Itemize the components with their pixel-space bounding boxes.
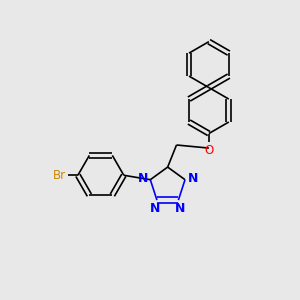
Text: N: N [150, 202, 161, 214]
Text: N: N [138, 172, 148, 185]
Text: N: N [188, 172, 198, 185]
Text: Br: Br [53, 169, 66, 182]
Text: O: O [204, 144, 214, 157]
Text: N: N [175, 202, 185, 214]
